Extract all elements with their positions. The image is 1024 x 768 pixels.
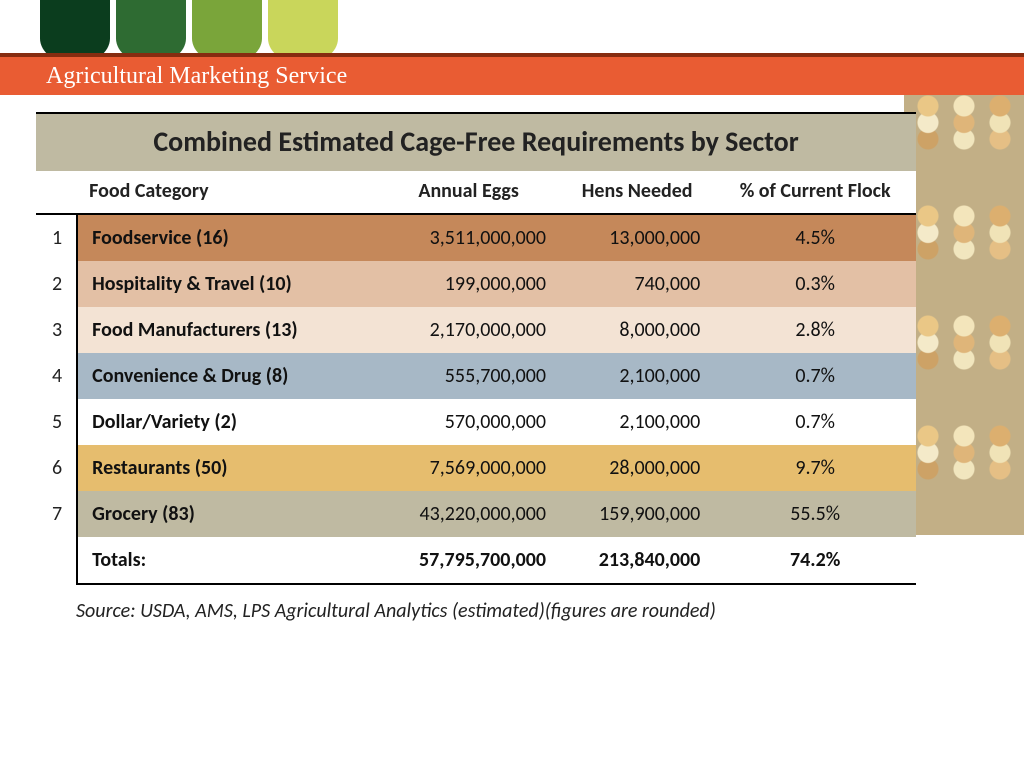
- table-row: 3Food Manufacturers (13)2,170,000,0008,0…: [37, 307, 916, 353]
- cell-pct: 0.3%: [714, 261, 916, 307]
- header-banner: Agricultural Marketing Service: [0, 53, 1024, 95]
- row-number: 7: [37, 491, 77, 537]
- row-number: 3: [37, 307, 77, 353]
- row-number: 6: [37, 445, 77, 491]
- header-banner-text: Agricultural Marketing Service: [46, 63, 347, 90]
- row-number: 2: [37, 261, 77, 307]
- cell-category: Restaurants (50): [77, 445, 377, 491]
- slide-body: Combined Estimated Cage-Free Requirement…: [36, 112, 916, 623]
- cell-hens: 28,000,000: [560, 445, 714, 491]
- cell-eggs: 3,511,000,000: [377, 214, 560, 261]
- cell-totals-label: Totals:: [77, 537, 377, 584]
- source-note: Source: USDA, AMS, LPS Agricultural Anal…: [36, 599, 916, 623]
- cell-pct: 9.7%: [714, 445, 916, 491]
- table-row: 6Restaurants (50)7,569,000,00028,000,000…: [37, 445, 916, 491]
- table-row: 1Foodservice (16)3,511,000,00013,000,000…: [37, 214, 916, 261]
- cell-hens: 8,000,000: [560, 307, 714, 353]
- table-row: 2Hospitality & Travel (10)199,000,000740…: [37, 261, 916, 307]
- table-row: 7Grocery (83)43,220,000,000159,900,00055…: [37, 491, 916, 537]
- cell-hens: 159,900,000: [560, 491, 714, 537]
- cell-pct: 4.5%: [714, 214, 916, 261]
- decorative-egg-strip: [904, 95, 1024, 535]
- cell-pct: 2.8%: [714, 307, 916, 353]
- col-header-category: Food Category: [77, 171, 377, 214]
- table-body: 1Foodservice (16)3,511,000,00013,000,000…: [37, 214, 916, 584]
- table-title: Combined Estimated Cage-Free Requirement…: [36, 112, 916, 171]
- cell-category: Food Manufacturers (13): [77, 307, 377, 353]
- cell-pct: 0.7%: [714, 353, 916, 399]
- row-number: 4: [37, 353, 77, 399]
- cell-eggs: 2,170,000,000: [377, 307, 560, 353]
- cell-pct: 55.5%: [714, 491, 916, 537]
- cell-hens: 740,000: [560, 261, 714, 307]
- row-number: [37, 537, 77, 584]
- cell-category: Hospitality & Travel (10): [77, 261, 377, 307]
- col-header-pct: % of Current Flock: [714, 171, 916, 214]
- cell-eggs: 570,000,000: [377, 399, 560, 445]
- col-header-eggs: Annual Eggs: [377, 171, 560, 214]
- cell-totals-pct: 74.2%: [714, 537, 916, 584]
- cell-totals-hens: 213,840,000: [560, 537, 714, 584]
- table-header-row: Food Category Annual Eggs Hens Needed % …: [37, 171, 916, 214]
- requirements-table: Food Category Annual Eggs Hens Needed % …: [36, 171, 916, 585]
- row-number: 1: [37, 214, 77, 261]
- cell-hens: 2,100,000: [560, 399, 714, 445]
- cell-eggs: 199,000,000: [377, 261, 560, 307]
- table-row: 5Dollar/Variety (2)570,000,0002,100,0000…: [37, 399, 916, 445]
- cell-pct: 0.7%: [714, 399, 916, 445]
- cell-category: Foodservice (16): [77, 214, 377, 261]
- cell-category: Dollar/Variety (2): [77, 399, 377, 445]
- cell-hens: 13,000,000: [560, 214, 714, 261]
- cell-hens: 2,100,000: [560, 353, 714, 399]
- table-row-totals: Totals:57,795,700,000213,840,00074.2%: [37, 537, 916, 584]
- cell-eggs: 7,569,000,000: [377, 445, 560, 491]
- col-header-blank: [37, 171, 77, 214]
- cell-category: Convenience & Drug (8): [77, 353, 377, 399]
- row-number: 5: [37, 399, 77, 445]
- table-row: 4Convenience & Drug (8)555,700,0002,100,…: [37, 353, 916, 399]
- col-header-hens: Hens Needed: [560, 171, 714, 214]
- cell-eggs: 43,220,000,000: [377, 491, 560, 537]
- cell-totals-eggs: 57,795,700,000: [377, 537, 560, 584]
- cell-category: Grocery (83): [77, 491, 377, 537]
- cell-eggs: 555,700,000: [377, 353, 560, 399]
